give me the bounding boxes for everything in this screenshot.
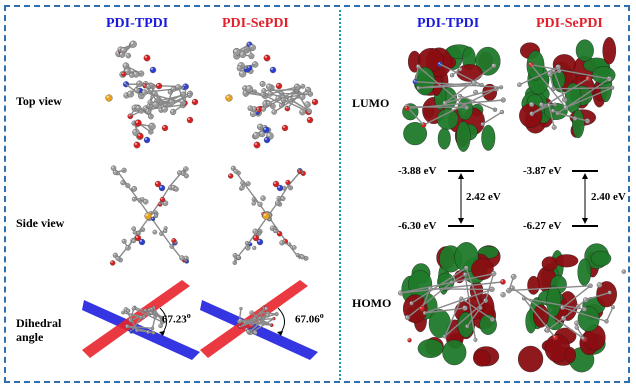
gap-arrowhead-down-sepdi xyxy=(582,218,588,224)
gap-arrowhead-up-tpdi xyxy=(458,173,464,179)
dihedral-planes-pdi-tpdi xyxy=(82,280,200,360)
homo-orbital-pdi-tpdi xyxy=(397,242,506,367)
lumo-energy-pdi-tpdi: -3.88 eV xyxy=(398,165,437,177)
row-label-side-view: Side view xyxy=(16,216,65,230)
homo-energy-pdi-tpdi: -6.30 eV xyxy=(398,220,437,232)
gap-arrowhead-down-tpdi xyxy=(458,218,464,224)
row-label-top-view: Top view xyxy=(16,94,62,108)
left-header-pdi-tpdi: PDI-TPDI xyxy=(106,16,169,31)
gap-arrowhead-up-sepdi xyxy=(582,173,588,179)
dihedral-angle-pdi-tpdi: 67.23o xyxy=(162,311,191,326)
row-label-dihedral-angle: Dihedral angle xyxy=(16,316,62,344)
lumo-orbital-pdi-tpdi xyxy=(402,44,506,152)
left-header-pdi-sepdi: PDI-SePDI xyxy=(222,16,289,31)
row-label-homo: HOMO xyxy=(352,296,392,310)
dihedral-angle-pdi-sepdi: 67.06o xyxy=(295,311,324,326)
figure-frame xyxy=(4,5,630,383)
side-view-pdi-tpdi-molecule xyxy=(109,165,190,266)
side-view-pdi-sepdi-molecule xyxy=(227,165,309,265)
right-header-pdi-tpdi: PDI-TPDI xyxy=(417,16,480,31)
top-view-pdi-tpdi-molecule xyxy=(105,40,199,149)
homo-orbital-pdi-sepdi xyxy=(506,243,627,373)
lumo-energy-pdi-sepdi: -3.87 eV xyxy=(523,165,562,177)
homo-energy-pdi-sepdi: -6.27 eV xyxy=(523,220,562,232)
dihedral-planes-pdi-sepdi xyxy=(200,280,318,360)
gap-energy-pdi-tpdi: 2.42 eV xyxy=(466,191,501,203)
energy-level-diagram xyxy=(448,170,598,227)
gap-energy-pdi-sepdi: 2.40 eV xyxy=(591,191,626,203)
row-label-lumo: LUMO xyxy=(352,96,390,110)
right-header-pdi-sepdi: PDI-SePDI xyxy=(536,16,603,31)
top-view-pdi-sepdi-molecule xyxy=(225,41,319,149)
lumo-orbital-pdi-sepdi xyxy=(517,37,617,139)
panel-divider xyxy=(339,10,341,380)
